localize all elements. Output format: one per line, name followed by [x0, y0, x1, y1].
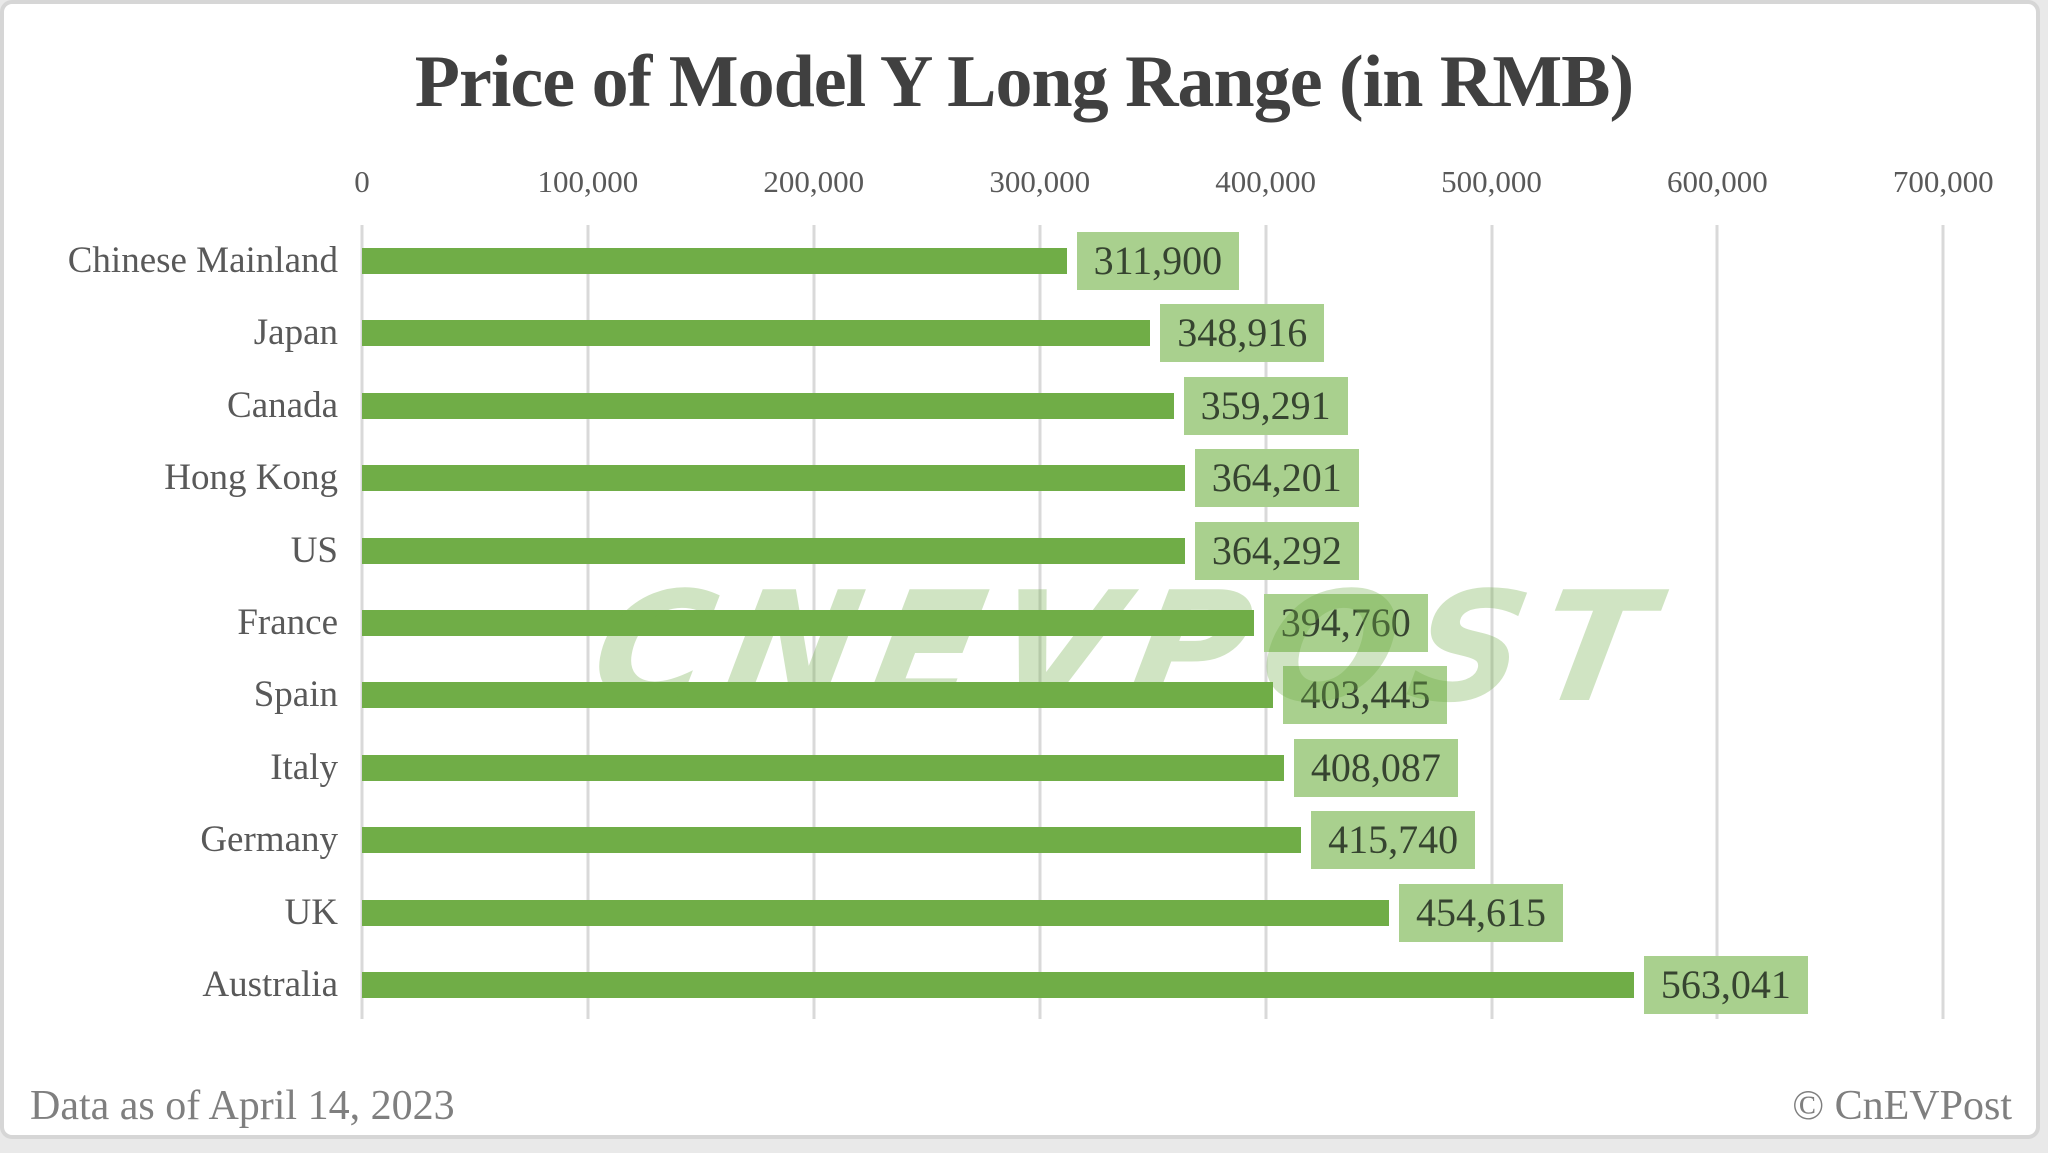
category-label-spain: Spain — [253, 674, 338, 716]
category-label-germany: Germany — [200, 819, 338, 861]
bar-australia — [362, 972, 1634, 998]
category-label-us: US — [290, 529, 338, 571]
x-axis-tick-label: 500,000 — [1441, 164, 1542, 199]
value-label-australia: 563,041 — [1643, 956, 1808, 1014]
category-label-japan: Japan — [253, 312, 338, 354]
bar-germany — [362, 827, 1302, 854]
bar-spain — [362, 682, 1274, 709]
value-label-hong-kong: 364,201 — [1194, 449, 1359, 508]
bar-us — [362, 537, 1185, 564]
x-axis-tick-label: 0 — [354, 164, 370, 199]
footer-date: Data as of April 14, 2023 — [30, 1083, 455, 1129]
value-label-france: 394,760 — [1263, 594, 1428, 652]
category-label-canada: Canada — [227, 384, 338, 426]
x-axis-tick-label: 200,000 — [763, 164, 865, 199]
footer-credit: © CnEVPost — [1792, 1083, 2012, 1129]
bar-italy — [362, 754, 1284, 781]
gridline-x-7 — [1941, 225, 1945, 1019]
category-label-france: France — [237, 602, 338, 643]
value-label-germany: 415,740 — [1311, 811, 1476, 870]
x-axis-tick-label: 300,000 — [989, 164, 1091, 199]
x-axis-tick-label: 100,000 — [537, 164, 639, 199]
value-label-chinese-mainland: 311,900 — [1076, 232, 1240, 290]
gridline-x-6 — [1715, 225, 1719, 1019]
value-label-spain: 403,445 — [1283, 666, 1448, 725]
x-axis-tick-label: 400,000 — [1215, 164, 1316, 199]
bar-france — [362, 610, 1254, 636]
value-label-uk: 454,615 — [1398, 883, 1563, 942]
category-label-italy: Italy — [270, 746, 338, 788]
x-axis-tick-label: 700,000 — [1892, 164, 1994, 199]
category-label-chinese-mainland: Chinese Mainland — [67, 240, 338, 281]
gridline-x-5 — [1490, 225, 1493, 1019]
bar-chinese-mainland — [362, 248, 1067, 274]
bar-uk — [362, 899, 1389, 926]
value-label-canada: 359,291 — [1183, 376, 1348, 435]
category-label-hong-kong: Hong Kong — [164, 457, 338, 499]
value-label-us: 364,292 — [1194, 521, 1359, 580]
chart-title: Price of Model Y Long Range (in RMB) — [414, 41, 1634, 123]
value-label-japan: 348,916 — [1160, 304, 1325, 363]
value-label-italy: 408,087 — [1293, 738, 1458, 797]
category-label-australia: Australia — [202, 964, 338, 1005]
bar-hong-kong — [362, 465, 1185, 492]
bar-canada — [362, 392, 1174, 419]
x-axis-tick-label: 600,000 — [1667, 164, 1768, 199]
bar-japan — [362, 320, 1151, 347]
category-label-uk: UK — [284, 891, 338, 933]
